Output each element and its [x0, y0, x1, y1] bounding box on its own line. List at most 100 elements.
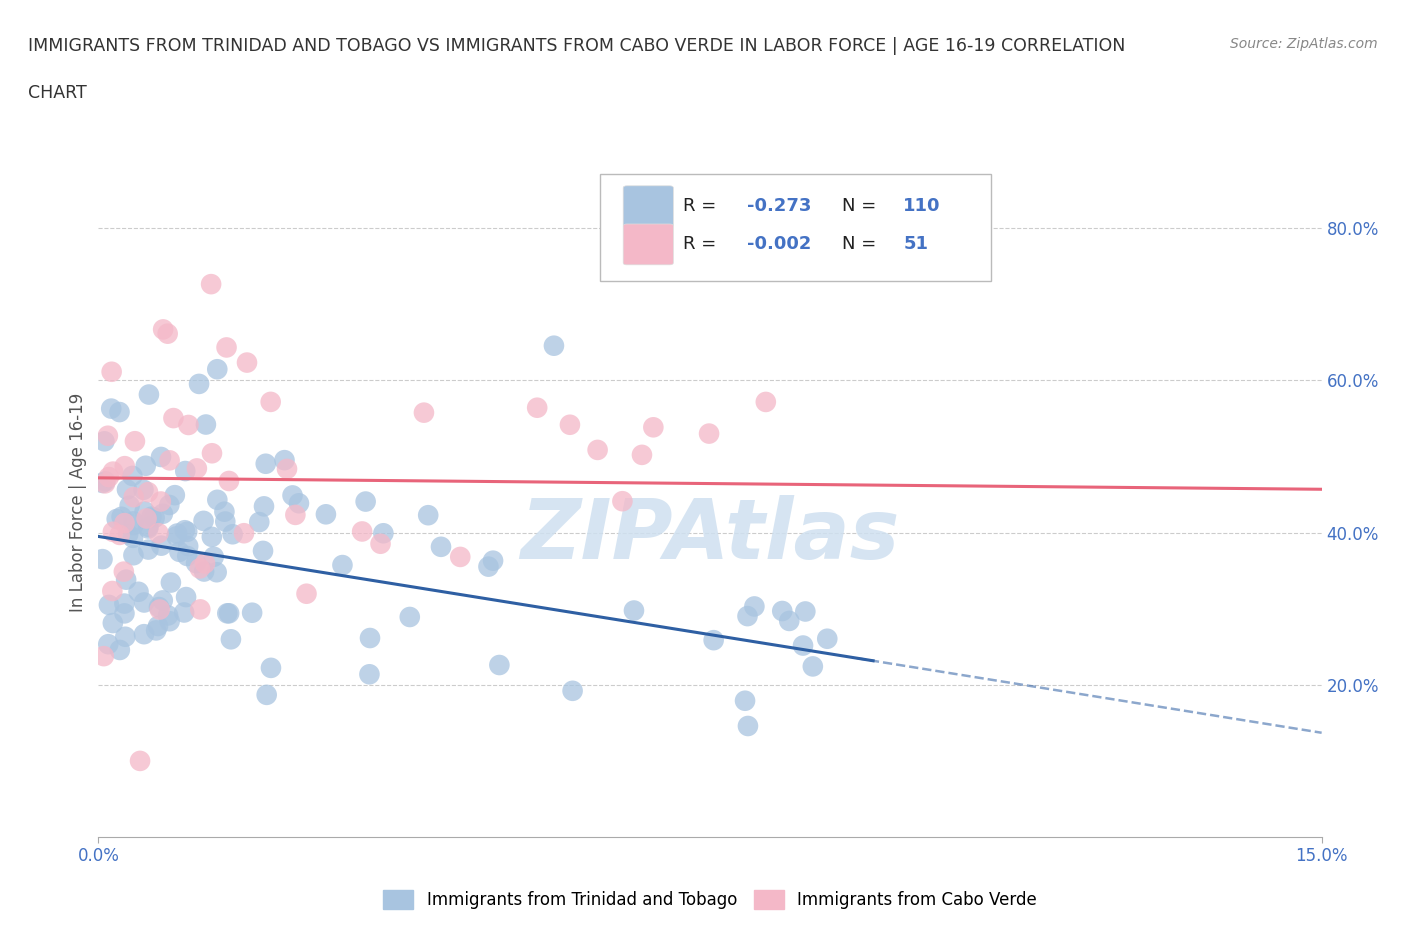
Point [188, 561, 211, 576]
Point [177, 538, 200, 553]
Point [122, 548, 145, 563]
Point [755, 394, 778, 409]
Point [201, 445, 224, 460]
Point [623, 603, 645, 618]
Point [737, 719, 759, 734]
Point [94, 476, 117, 491]
Point [703, 632, 725, 647]
Point [352, 524, 374, 538]
Point [101, 464, 124, 479]
Point [236, 355, 259, 370]
Point [132, 483, 155, 498]
Point [93, 649, 115, 664]
Point [129, 753, 152, 768]
Point [138, 519, 160, 534]
Point [815, 631, 838, 646]
Point [91, 551, 114, 566]
Text: CHART: CHART [28, 84, 87, 101]
Point [737, 608, 759, 623]
Point [253, 498, 276, 513]
Point [218, 605, 240, 620]
Point [794, 604, 817, 619]
Point [101, 583, 124, 598]
Point [177, 418, 200, 432]
Point [166, 529, 188, 544]
Point [188, 602, 211, 617]
Point [792, 638, 814, 653]
Text: -0.002: -0.002 [747, 235, 811, 253]
Point [105, 512, 128, 526]
Point [430, 539, 453, 554]
Point [173, 605, 195, 620]
Point [169, 544, 191, 559]
Text: Source: ZipAtlas.com: Source: ZipAtlas.com [1230, 37, 1378, 51]
Point [97, 429, 120, 444]
Point [543, 339, 565, 353]
Point [160, 575, 183, 590]
Point [193, 513, 215, 528]
Point [260, 660, 283, 675]
Point [315, 507, 337, 522]
Point [101, 525, 124, 539]
Point [418, 508, 440, 523]
Point [488, 658, 510, 672]
Point [526, 400, 548, 415]
Point [108, 527, 131, 542]
Point [176, 525, 198, 539]
Point [801, 659, 824, 674]
Point [188, 377, 211, 392]
Point [114, 515, 136, 530]
Text: IMMIGRANTS FROM TRINIDAD AND TOBAGO VS IMMIGRANTS FROM CABO VERDE IN LABOR FORCE: IMMIGRANTS FROM TRINIDAD AND TOBAGO VS I… [28, 37, 1125, 55]
Point [122, 530, 145, 545]
Point [194, 556, 217, 571]
Point [159, 614, 181, 629]
Point [128, 584, 150, 599]
Point [134, 504, 156, 519]
Point [214, 514, 236, 529]
Point [612, 494, 634, 509]
Point [586, 443, 609, 458]
Point [134, 595, 156, 610]
Point [194, 417, 217, 432]
Point [218, 473, 240, 488]
Point [174, 463, 197, 478]
Point [122, 490, 145, 505]
Point [148, 525, 170, 540]
Point [398, 609, 420, 624]
Point [359, 667, 381, 682]
Point [118, 498, 141, 513]
Point [281, 488, 304, 503]
Point [359, 631, 381, 645]
Point [149, 602, 172, 617]
Point [108, 405, 131, 419]
Legend: Immigrants from Trinidad and Tobago, Immigrants from Cabo Verde: Immigrants from Trinidad and Tobago, Imm… [377, 884, 1043, 916]
FancyBboxPatch shape [623, 224, 673, 265]
Point [94, 473, 117, 488]
Point [276, 461, 298, 476]
Point [152, 593, 174, 608]
Point [207, 362, 229, 377]
Point [202, 550, 225, 565]
Point [122, 517, 145, 532]
Point [146, 618, 169, 633]
Point [159, 453, 181, 468]
Point [114, 630, 136, 644]
Point [166, 526, 188, 541]
Point [284, 508, 307, 523]
Text: N =: N = [842, 235, 882, 253]
Point [141, 510, 163, 525]
Point [135, 512, 157, 526]
Point [193, 565, 215, 579]
Text: ZIPAtlas: ZIPAtlas [520, 495, 900, 577]
Point [214, 504, 236, 519]
Point [110, 510, 132, 525]
Point [184, 556, 207, 571]
Point [215, 340, 238, 355]
Text: R =: R = [683, 235, 723, 253]
Point [114, 606, 136, 621]
Point [136, 521, 159, 536]
Text: -0.273: -0.273 [747, 197, 811, 215]
Point [122, 514, 145, 529]
Point [145, 623, 167, 638]
Point [219, 631, 242, 646]
